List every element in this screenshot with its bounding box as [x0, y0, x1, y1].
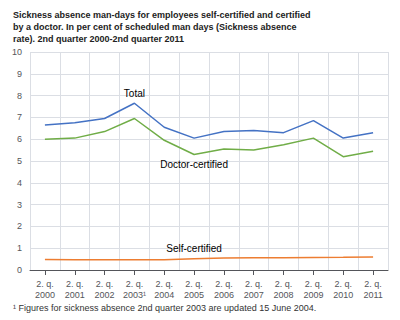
svg-text:8: 8	[17, 91, 22, 101]
svg-text:1: 1	[17, 243, 22, 253]
svg-text:Sickness absence man-days for: Sickness absence man-days for employees …	[13, 10, 311, 20]
svg-text:7: 7	[17, 112, 22, 122]
svg-text:by a doctor. In per cent of sc: by a doctor. In per cent of scheduled ma…	[13, 22, 297, 32]
svg-text:2. q.: 2. q.	[126, 279, 144, 289]
svg-text:Total: Total	[124, 88, 145, 99]
svg-text:5: 5	[17, 156, 22, 166]
svg-text:2. q.: 2. q.	[66, 279, 84, 289]
svg-text:2005: 2005	[184, 290, 204, 300]
svg-text:2003¹: 2003¹	[123, 290, 146, 300]
svg-text:2000: 2000	[35, 290, 55, 300]
svg-text:2. q.: 2. q.	[275, 279, 293, 289]
svg-text:Self-certified: Self-certified	[166, 243, 222, 254]
svg-text:10: 10	[12, 47, 22, 57]
svg-text:2. q.: 2. q.	[36, 279, 54, 289]
svg-text:2. q.: 2. q.	[155, 279, 173, 289]
svg-text:2. q.: 2. q.	[364, 279, 382, 289]
svg-text:2007: 2007	[244, 290, 264, 300]
svg-text:2010: 2010	[333, 290, 353, 300]
svg-text:2. q.: 2. q.	[185, 279, 203, 289]
svg-text:2011: 2011	[363, 290, 382, 300]
svg-text:2. q.: 2. q.	[334, 279, 352, 289]
svg-text:9: 9	[17, 69, 22, 79]
svg-text:2008: 2008	[274, 290, 294, 300]
svg-text:2001: 2001	[65, 290, 85, 300]
svg-text:2. q.: 2. q.	[245, 279, 263, 289]
svg-text:2. q.: 2. q.	[215, 279, 233, 289]
svg-text:6: 6	[17, 134, 22, 144]
svg-text:2002: 2002	[95, 290, 115, 300]
svg-text:2. q.: 2. q.	[305, 279, 323, 289]
svg-text:Doctor-certified: Doctor-certified	[160, 159, 228, 170]
svg-text:2: 2	[17, 221, 22, 231]
svg-text:2. q.: 2. q.	[96, 279, 114, 289]
svg-text:0: 0	[17, 265, 22, 275]
svg-text:4: 4	[17, 178, 22, 188]
svg-text:2004: 2004	[154, 290, 174, 300]
svg-text:3: 3	[17, 200, 22, 210]
svg-text:¹ Figures for sickness absence: ¹ Figures for sickness absence 2nd quart…	[13, 303, 316, 313]
svg-text:2006: 2006	[214, 290, 234, 300]
svg-text:rate). 2nd quarter 2000-2nd qu: rate). 2nd quarter 2000-2nd quarter 2011	[13, 34, 184, 44]
svg-text:2009: 2009	[303, 290, 323, 300]
